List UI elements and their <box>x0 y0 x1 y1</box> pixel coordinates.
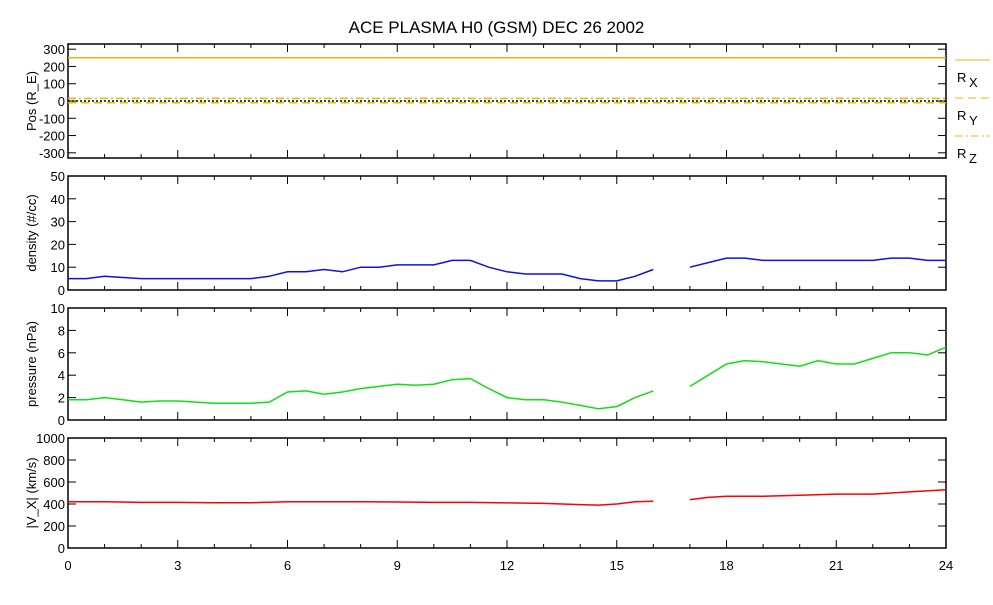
plot-frame <box>67 307 947 421</box>
y-tick-label: 10 <box>51 260 65 275</box>
legend-entry-sub: X <box>969 75 978 90</box>
y-tick-label: -100 <box>39 111 65 126</box>
plot-frame <box>67 175 947 291</box>
series-line-pressure <box>68 377 654 410</box>
y-tick-label: 0 <box>58 413 65 428</box>
x-tick-label: 12 <box>500 558 514 573</box>
y-tick-label: 200 <box>43 59 65 74</box>
y-tick-label: 20 <box>51 237 65 252</box>
y-tick-label: 2 <box>58 391 65 406</box>
y-tick-label: -200 <box>39 129 65 144</box>
plot-frame <box>67 437 947 549</box>
series-line-pressure <box>689 346 947 388</box>
y-tick-label: 30 <box>51 215 65 230</box>
y-tick-label: 800 <box>43 453 65 468</box>
y-tick-label: 10 <box>51 301 65 316</box>
legend-entry: R <box>957 146 966 161</box>
x-tick-label: 24 <box>939 558 953 573</box>
y-tick-label: 0 <box>58 283 65 298</box>
panel-1: 50 40 30 20 10 0 density (#/cc) <box>24 169 947 298</box>
x-tick-label: 15 <box>610 558 624 573</box>
series-line-Vx <box>68 500 654 506</box>
y-axis-label: density (#/cc) <box>24 194 39 271</box>
y-tick-label: 0 <box>58 541 65 556</box>
legend-entry-sub: Y <box>969 113 978 128</box>
x-tick-label: 0 <box>64 558 71 573</box>
legend-entry: R <box>957 70 966 85</box>
y-axis-label: pressure (nPa) <box>24 321 39 407</box>
series-line-Vx <box>689 488 947 501</box>
legend-entry-sub: Z <box>969 151 977 166</box>
chart-title: ACE PLASMA H0 (GSM) DEC 26 2002 <box>348 18 645 37</box>
y-tick-label: 600 <box>43 475 65 490</box>
series-line-density <box>68 259 654 282</box>
y-tick-label: 4 <box>58 368 65 383</box>
y-tick-label: 1000 <box>36 431 65 446</box>
x-tick-label: 18 <box>719 558 733 573</box>
y-tick-label: 200 <box>43 519 65 534</box>
x-tick-label: 3 <box>174 558 181 573</box>
y-tick-label: 8 <box>58 323 65 338</box>
panel-2: 10 8 6 4 2 0 pressure (nPa) <box>24 301 947 428</box>
x-tick-label: 21 <box>829 558 843 573</box>
y-tick-label: 300 <box>43 42 65 57</box>
x-tick-label: 6 <box>284 558 291 573</box>
y-tick-label: 400 <box>43 497 65 512</box>
y-tick-label: 100 <box>43 77 65 92</box>
y-tick-label: 0 <box>58 94 65 109</box>
legend-entry: R <box>957 108 966 123</box>
panel-3: 1000 800 600 400 200 0 |V_X| (km/s) <box>24 431 947 556</box>
plot-frame <box>67 43 947 159</box>
y-tick-label: 40 <box>51 192 65 207</box>
series-line-density <box>689 257 946 268</box>
y-tick-label: 6 <box>58 346 65 361</box>
y-axis-label: |V_X| (km/s) <box>24 457 39 528</box>
y-tick-label: -300 <box>39 146 65 161</box>
y-tick-label: 50 <box>51 169 65 184</box>
y-axis-label: Pos (R_E) <box>24 71 39 131</box>
x-tick-label: 9 <box>394 558 401 573</box>
